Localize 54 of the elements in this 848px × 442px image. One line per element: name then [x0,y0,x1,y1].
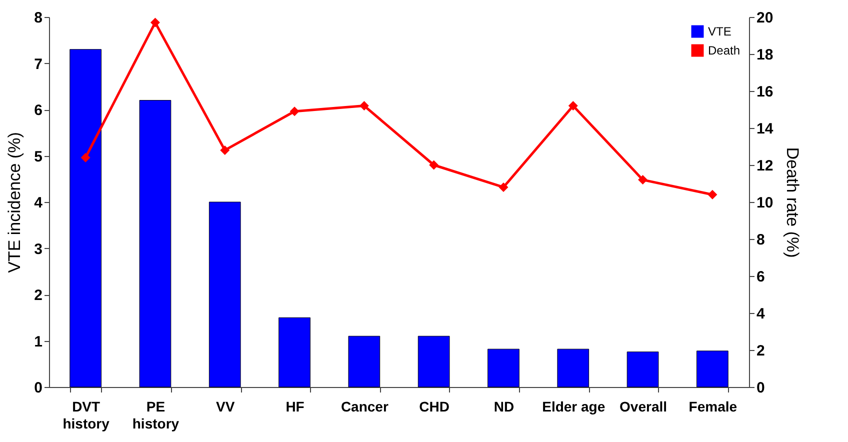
y2-tick-label: 6 [756,268,765,286]
bar [626,352,659,388]
bar [557,348,590,388]
y2-tick-label: 20 [756,10,774,26]
y2-tick-label: 8 [756,232,765,248]
bar [696,350,728,388]
bar [70,49,102,388]
y2-tick-label: 14 [756,120,774,138]
y-tick-label: 0 [34,380,42,396]
bar [348,336,380,388]
point [80,152,90,162]
y-tick-label: 2 [34,287,42,304]
bar [418,336,450,388]
x-tick-label: DVT history [62,398,110,432]
x-tick-label: VV [216,398,236,414]
point [290,106,300,116]
point [638,175,648,185]
legend-label: Death [708,44,740,58]
bar [208,202,241,388]
y2-axis-title: Death rate (%) [783,147,802,258]
y2-tick-label: 18 [756,46,774,64]
x-tick-label: PE history [132,398,180,432]
y-tick-label: 4 [34,194,44,212]
y2-tick-label: 2 [756,342,765,360]
point [708,190,718,200]
y-axis-title: VTE incidence (%) [5,132,24,273]
x-tick-label: Female [688,398,738,414]
x-tick-label: CHD [419,398,450,414]
y-tick-label: 6 [34,102,42,119]
bar [139,100,172,388]
y2-tick-label: 0 [756,380,765,396]
bar [488,348,520,388]
y2-tick-label: 12 [756,158,774,174]
point [220,145,230,155]
x-tick-label: ND [494,398,514,414]
x-tick-label: Elder age [542,398,606,414]
x-tick-label: Overall [620,398,668,414]
y2-tick-label: 10 [756,194,774,212]
y2-tick-label: 16 [756,84,774,100]
y-tick-label: 1 [34,333,42,350]
legend-label: VTE [708,24,732,38]
point [498,182,508,192]
point [568,101,578,111]
y-tick-label: 3 [34,240,42,258]
y-tick-label: 8 [34,10,42,26]
bar [278,317,310,388]
x-tick-label: HF [286,398,305,414]
y-tick-label: 7 [34,56,42,73]
point [429,160,439,170]
point [150,18,160,28]
y2-tick-label: 4 [756,306,766,322]
x-tick-label: Cancer [340,398,389,414]
y-tick-label: 5 [34,148,42,166]
point [359,101,369,111]
